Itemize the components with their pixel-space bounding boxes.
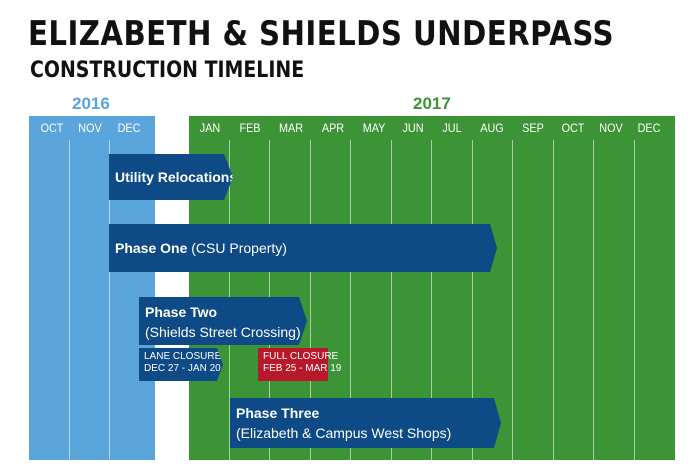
gridline [472,140,473,460]
year-label-2017: 2017 [413,94,451,113]
lane-closures-dates: DEC 27 - JAN 20 [144,363,221,374]
utility-relocations-bar: Utility Relocations [109,154,233,200]
month-label: APR [321,121,345,135]
phase-two-title: Phase Two [145,304,218,320]
phase-three-detail: (Elizabeth & Campus West Shops) [236,425,452,441]
gridline [350,140,351,460]
month-label: OCT [561,121,585,135]
month-label: JAN [199,121,221,135]
gridline [634,140,635,460]
gridline [69,140,70,460]
gridline [512,140,513,460]
month-label: DEC [637,121,661,135]
month-label: NOV [599,121,623,135]
phase-three-bar: Phase Three (Elizabeth & Campus West Sho… [230,398,501,448]
gridline [431,140,432,460]
gridline [391,140,392,460]
phase-one-bar: Phase One (CSU Property) [109,224,497,272]
month-label: MAR [278,121,303,135]
lane-closures-box: LANE CLOSURES DEC 27 - JAN 20 [139,348,223,381]
phase-two-bar: Phase Two (Shields Street Crossing) [139,297,307,345]
page-title: ELIZABETH & SHIELDS UNDERPASS [28,14,615,54]
phase-one-detail: (CSU Property) [191,240,287,256]
month-label: OCT [40,121,64,135]
page-subtitle: CONSTRUCTION TIMELINE [30,58,305,83]
month-label: JUN [402,121,424,135]
month-label: MAY [362,121,386,135]
phase-two-detail: (Shields Street Crossing) [145,324,301,340]
gridline [310,140,311,460]
year-label-2016: 2016 [72,94,110,113]
month-label: AUG [480,121,504,135]
phase-one-title: Phase One [115,240,188,256]
month-label: FEB [239,121,261,135]
month-label: JUL [442,121,462,135]
gridline [109,140,110,460]
full-closure-dates: FEB 25 - MAR 19 [263,363,342,374]
gridline [593,140,594,460]
month-label: NOV [78,121,102,135]
full-closure-label: FULL CLOSURE [263,351,339,362]
month-label: DEC [117,121,141,135]
phase-three-title: Phase Three [236,405,320,421]
full-closure-box: FULL CLOSURE FEB 25 - MAR 19 [258,348,342,381]
utility-relocations-title: Utility Relocations [115,169,238,185]
lane-closures-label: LANE CLOSURES [144,351,228,362]
month-label: SEP [522,121,544,135]
gridline [553,140,554,460]
